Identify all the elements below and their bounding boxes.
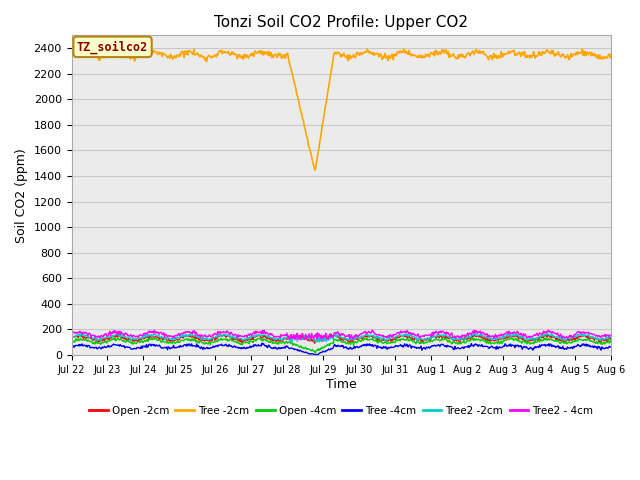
Open -2cm (134, 339, 141, 345)
Tree2 - 4cm (77, 330, 85, 336)
Tree -4cm (216, 342, 224, 348)
Open -2cm (68, 336, 76, 342)
Legend: Open -2cm, Tree -2cm, Open -4cm, Tree -4cm, Tree2 -2cm, Tree2 - 4cm: Open -2cm, Tree -2cm, Open -4cm, Tree -4… (84, 402, 598, 420)
Open -2cm (607, 336, 614, 342)
Tree -2cm (111, 45, 118, 50)
Line: Tree -4cm: Tree -4cm (72, 343, 611, 355)
Open -2cm (115, 330, 123, 336)
Tree -4cm (424, 345, 432, 350)
Open -4cm (312, 350, 319, 356)
Open -4cm (134, 339, 141, 345)
Tree2 -2cm (217, 333, 225, 339)
Tree2 -2cm (77, 330, 85, 336)
Tree2 - 4cm (133, 333, 141, 339)
Open -2cm (408, 335, 416, 341)
Open -2cm (311, 340, 319, 346)
Open -4cm (424, 339, 432, 345)
X-axis label: Time: Time (326, 377, 356, 391)
Title: Tonzi Soil CO2 Profile: Upper CO2: Tonzi Soil CO2 Profile: Upper CO2 (214, 15, 468, 30)
Open -4cm (77, 337, 85, 343)
Line: Tree -2cm: Tree -2cm (72, 48, 611, 170)
Y-axis label: Soil CO2 (ppm): Soil CO2 (ppm) (15, 148, 28, 242)
Tree2 -2cm (288, 339, 296, 345)
Tree -4cm (77, 343, 85, 348)
Tree2 - 4cm (188, 329, 195, 335)
Tree -4cm (68, 343, 76, 348)
Open -4cm (408, 337, 416, 343)
Tree -2cm (607, 52, 614, 58)
Tree -4cm (408, 343, 416, 349)
Open -2cm (217, 332, 225, 338)
Tree -2cm (408, 51, 416, 57)
Line: Tree2 -2cm: Tree2 -2cm (72, 333, 611, 342)
Tree -4cm (258, 340, 266, 346)
Tree -4cm (607, 344, 614, 350)
Tree -2cm (134, 52, 141, 58)
Tree2 -2cm (424, 336, 432, 342)
Tree2 - 4cm (369, 327, 376, 333)
Open -4cm (188, 338, 196, 344)
Tree -4cm (133, 345, 141, 351)
Tree2 - 4cm (68, 330, 76, 336)
Tree2 -2cm (68, 334, 76, 340)
Tree2 - 4cm (607, 332, 614, 338)
Tree2 -2cm (78, 331, 86, 337)
Text: TZ_soilco2: TZ_soilco2 (77, 40, 148, 54)
Tree -4cm (311, 352, 319, 358)
Tree -2cm (312, 168, 319, 173)
Open -2cm (77, 334, 85, 339)
Open -4cm (68, 337, 76, 343)
Tree2 - 4cm (424, 333, 432, 338)
Open -2cm (188, 333, 196, 339)
Open -4cm (607, 337, 614, 343)
Tree2 -2cm (134, 335, 141, 341)
Line: Tree2 - 4cm: Tree2 - 4cm (72, 330, 611, 339)
Open -4cm (114, 335, 122, 340)
Open -4cm (217, 336, 225, 341)
Tree2 - 4cm (296, 336, 304, 342)
Tree -2cm (68, 52, 76, 58)
Tree2 - 4cm (408, 331, 416, 336)
Tree2 -2cm (607, 334, 614, 340)
Tree -2cm (424, 51, 432, 57)
Tree2 - 4cm (216, 329, 224, 335)
Tree -4cm (188, 341, 195, 347)
Line: Open -4cm: Open -4cm (72, 337, 611, 353)
Line: Open -2cm: Open -2cm (72, 333, 611, 343)
Tree -2cm (217, 49, 225, 55)
Tree -2cm (188, 50, 196, 56)
Open -2cm (424, 335, 432, 341)
Tree2 -2cm (408, 335, 416, 340)
Tree -2cm (77, 48, 85, 54)
Tree2 -2cm (188, 332, 196, 338)
